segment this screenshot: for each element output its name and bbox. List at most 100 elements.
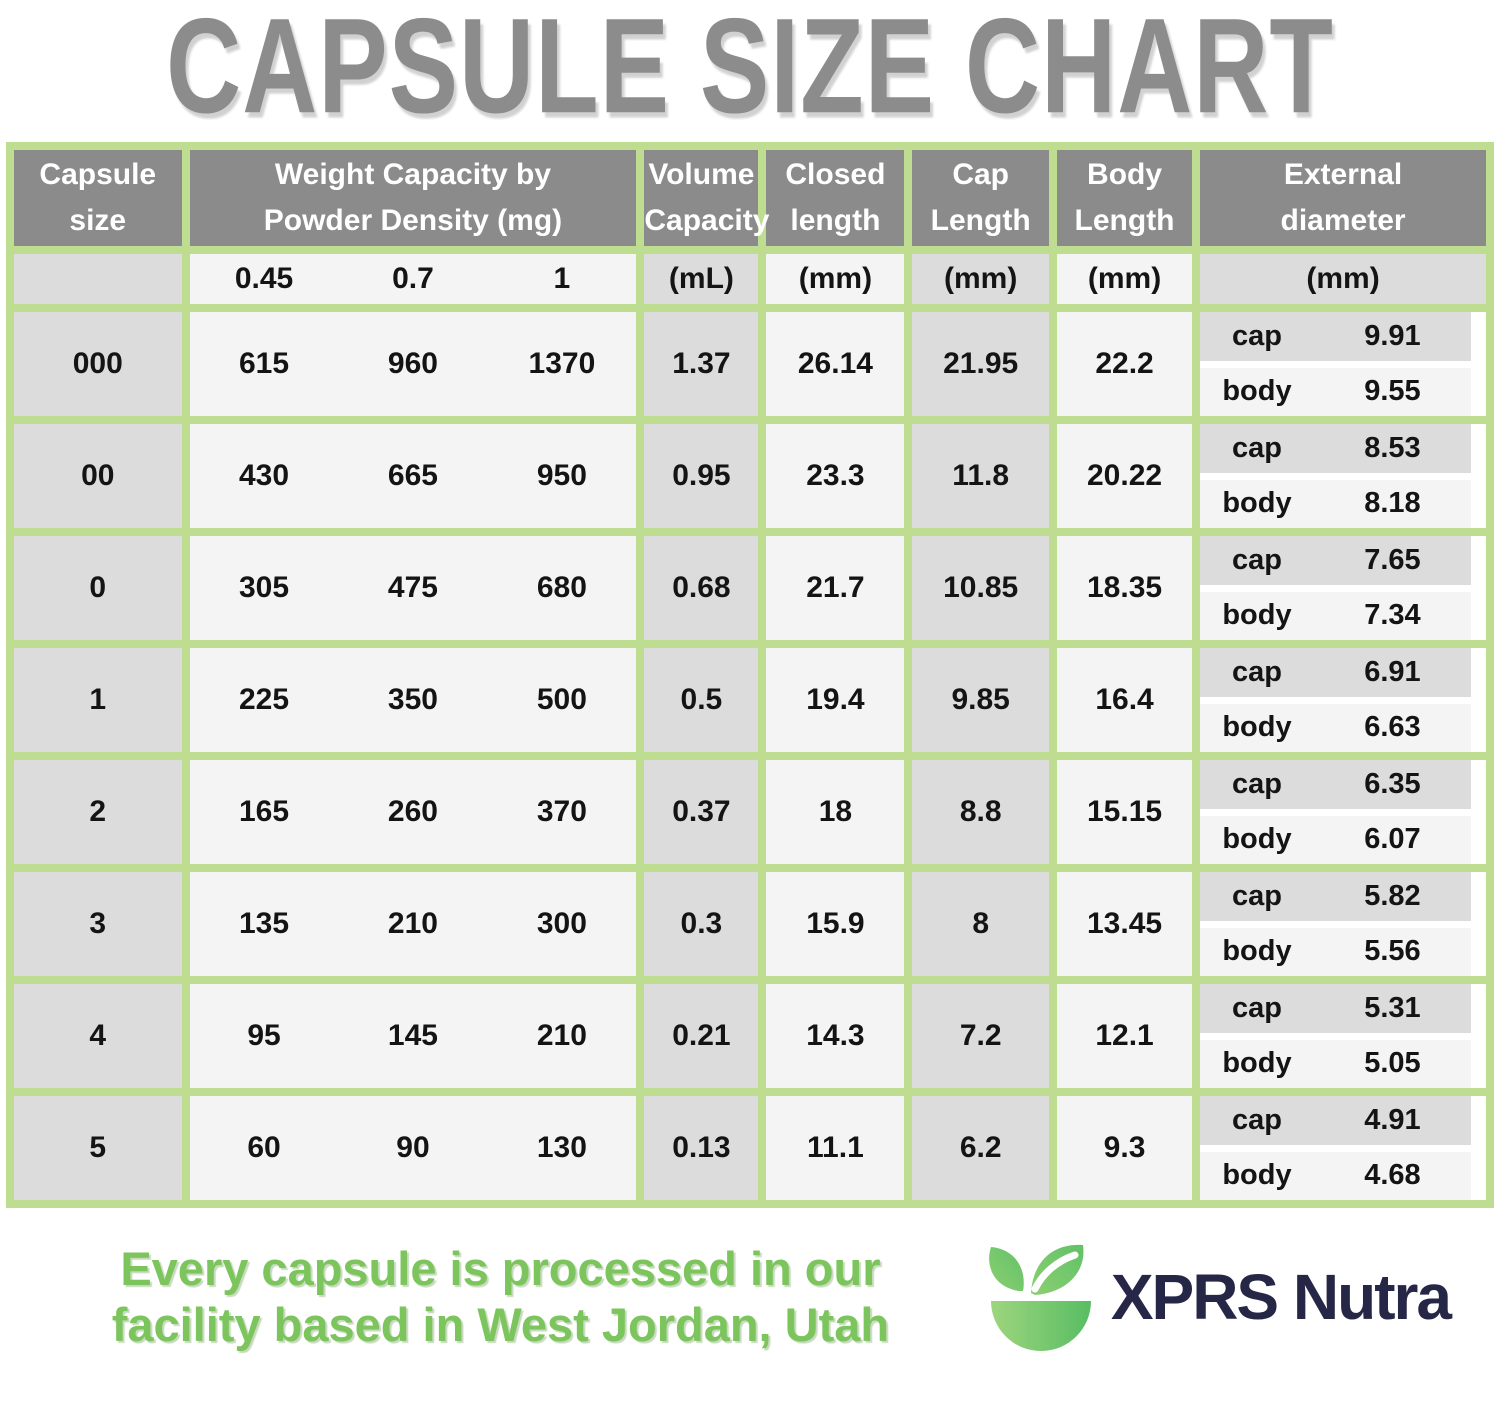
volume-capacity-cell: 0.3: [644, 872, 759, 976]
volume-capacity-cell: 0.95: [644, 424, 759, 528]
column-header-closed-length: Closed length: [766, 150, 905, 246]
external-diameter-body-row: body 6.63: [1200, 703, 1471, 752]
capsule-size-cell: 00: [14, 424, 182, 528]
external-diameter-cap-row: cap 9.91: [1200, 312, 1471, 361]
closed-length-cell: 14.3: [766, 984, 905, 1088]
column-header-external-diameter: External diameter: [1200, 150, 1486, 246]
cap-length-cell: 11.8: [912, 424, 1049, 528]
capsule-size-cell: 3: [14, 872, 182, 976]
table-row-0: 0 305 475 680 0.68 21.7 10.85 18.35 cap …: [14, 536, 1486, 640]
cap-length-cell: 8: [912, 872, 1049, 976]
weight-capacity-cell: 135 210 300: [189, 872, 637, 976]
weight-value: 430: [238, 459, 290, 492]
volume-capacity-cell: 0.37: [644, 760, 759, 864]
external-diameter-cell: cap 4.91 body 4.68: [1200, 1096, 1486, 1200]
body-diameter-value: 6.63: [1364, 711, 1421, 744]
weight-value: 680: [536, 571, 587, 604]
weight-value: 300: [536, 907, 587, 940]
body-label: body: [1222, 375, 1292, 408]
capsule-size-cell: 000: [14, 312, 182, 416]
body-length-cell: 18.35: [1056, 536, 1193, 640]
body-diameter-value: 8.18: [1364, 487, 1421, 520]
cap-label: cap: [1232, 879, 1282, 912]
body-diameter-value: 6.07: [1364, 823, 1421, 856]
weight-value: 615: [238, 347, 290, 380]
cap-diameter-value: 5.82: [1364, 879, 1421, 912]
weight-capacity-cell: 615 960 1370: [189, 312, 637, 416]
weight-value: 210: [387, 907, 438, 940]
body-label: body: [1222, 487, 1292, 520]
volume-capacity-cell: 1.37: [644, 312, 759, 416]
cap-diameter-value: 4.91: [1364, 1103, 1421, 1136]
external-diameter-body-row: body 9.55: [1200, 367, 1471, 416]
brand-logo: XPRS Nutra: [981, 1241, 1470, 1353]
weight-capacity-cell: 225 350 500: [189, 648, 637, 752]
cap-label: cap: [1232, 767, 1282, 800]
table-row-000: 000 615 960 1370 1.37 26.14 21.95 22.2 c…: [14, 312, 1486, 416]
capsule-size-cell: 1: [14, 648, 182, 752]
external-diameter-cap-row: cap 5.82: [1200, 872, 1471, 921]
external-diameter-cap-row: cap 8.53: [1200, 424, 1471, 473]
closed-length-cell: 26.14: [766, 312, 905, 416]
external-diameter-cell: cap 6.91 body 6.63: [1200, 648, 1486, 752]
cap-length-cell: 8.8: [912, 760, 1049, 864]
body-length-cell: 16.4: [1056, 648, 1193, 752]
body-length-cell: 9.3: [1056, 1096, 1193, 1200]
weight-value: 960: [387, 347, 438, 380]
external-diameter-cell: cap 9.91 body 9.55: [1200, 312, 1486, 416]
cap-diameter-value: 7.65: [1364, 543, 1421, 576]
weight-value: 90: [396, 1131, 430, 1164]
body-label: body: [1222, 1159, 1292, 1192]
cap-label: cap: [1232, 1103, 1282, 1136]
units-volume-cell: (mL): [644, 254, 759, 304]
external-diameter-body-row: body 8.18: [1200, 479, 1471, 528]
cap-diameter-value: 9.91: [1364, 319, 1421, 352]
weight-value: 1370: [528, 347, 596, 380]
body-length-cell: 20.22: [1056, 424, 1193, 528]
external-diameter-body-row: body 4.68: [1200, 1151, 1471, 1200]
weight-value: 60: [247, 1131, 281, 1164]
weight-capacity-cell: 95 145 210: [189, 984, 637, 1088]
table-row-4: 4 95 145 210 0.21 14.3 7.2 12.1 cap 5.31: [14, 984, 1486, 1088]
capsule-size-cell: 2: [14, 760, 182, 864]
column-header-body-length: Body Length: [1056, 150, 1193, 246]
cap-label: cap: [1232, 655, 1282, 688]
units-density-cell: 0.45 0.7 1: [189, 254, 637, 304]
body-diameter-value: 5.05: [1364, 1047, 1421, 1080]
external-diameter-cap-row: cap 5.31: [1200, 984, 1471, 1033]
facility-tagline: Every capsule is processed in our facili…: [111, 1241, 890, 1351]
title-bar: CAPSULE SIZE CHART: [0, 0, 1500, 142]
table-row-2: 2 165 260 370 0.37 18 8.8 15.15 cap 6.35: [14, 760, 1486, 864]
cap-label: cap: [1232, 319, 1282, 352]
closed-length-cell: 11.1: [766, 1096, 905, 1200]
body-diameter-value: 7.34: [1364, 599, 1421, 632]
cap-diameter-value: 6.91: [1364, 655, 1421, 688]
cap-label: cap: [1232, 431, 1282, 464]
weight-value: 145: [387, 1019, 438, 1052]
table-row-5: 5 60 90 130 0.13 11.1 6.2 9.3 cap 4.91: [14, 1096, 1486, 1200]
weight-value: 370: [536, 795, 587, 828]
weight-value: 500: [536, 683, 587, 716]
body-length-cell: 15.15: [1056, 760, 1193, 864]
external-diameter-body-row: body 6.07: [1200, 815, 1471, 864]
body-length-cell: 12.1: [1056, 984, 1193, 1088]
body-label: body: [1222, 711, 1292, 744]
weight-value: 305: [238, 571, 290, 604]
units-closed-length-cell: (mm): [766, 254, 905, 304]
cap-diameter-value: 8.53: [1364, 431, 1421, 464]
closed-length-cell: 19.4: [766, 648, 905, 752]
weight-value: 95: [247, 1019, 281, 1052]
body-length-cell: 22.2: [1056, 312, 1193, 416]
table-row-1: 1 225 350 500 0.5 19.4 9.85 16.4 cap 6.9…: [14, 648, 1486, 752]
body-diameter-value: 9.55: [1364, 375, 1421, 408]
cap-length-cell: 6.2: [912, 1096, 1049, 1200]
weight-capacity-cell: 165 260 370: [189, 760, 637, 864]
external-diameter-cell: cap 5.82 body 5.56: [1200, 872, 1486, 976]
external-diameter-cap-row: cap 6.35: [1200, 760, 1471, 809]
cap-length-cell: 10.85: [912, 536, 1049, 640]
body-label: body: [1222, 1047, 1292, 1080]
cap-label: cap: [1232, 991, 1282, 1024]
header-row: Capsule size Weight Capacity by Powder D…: [14, 150, 1486, 246]
weight-capacity-cell: 430 665 950: [189, 424, 637, 528]
weight-value: 225: [238, 683, 290, 716]
